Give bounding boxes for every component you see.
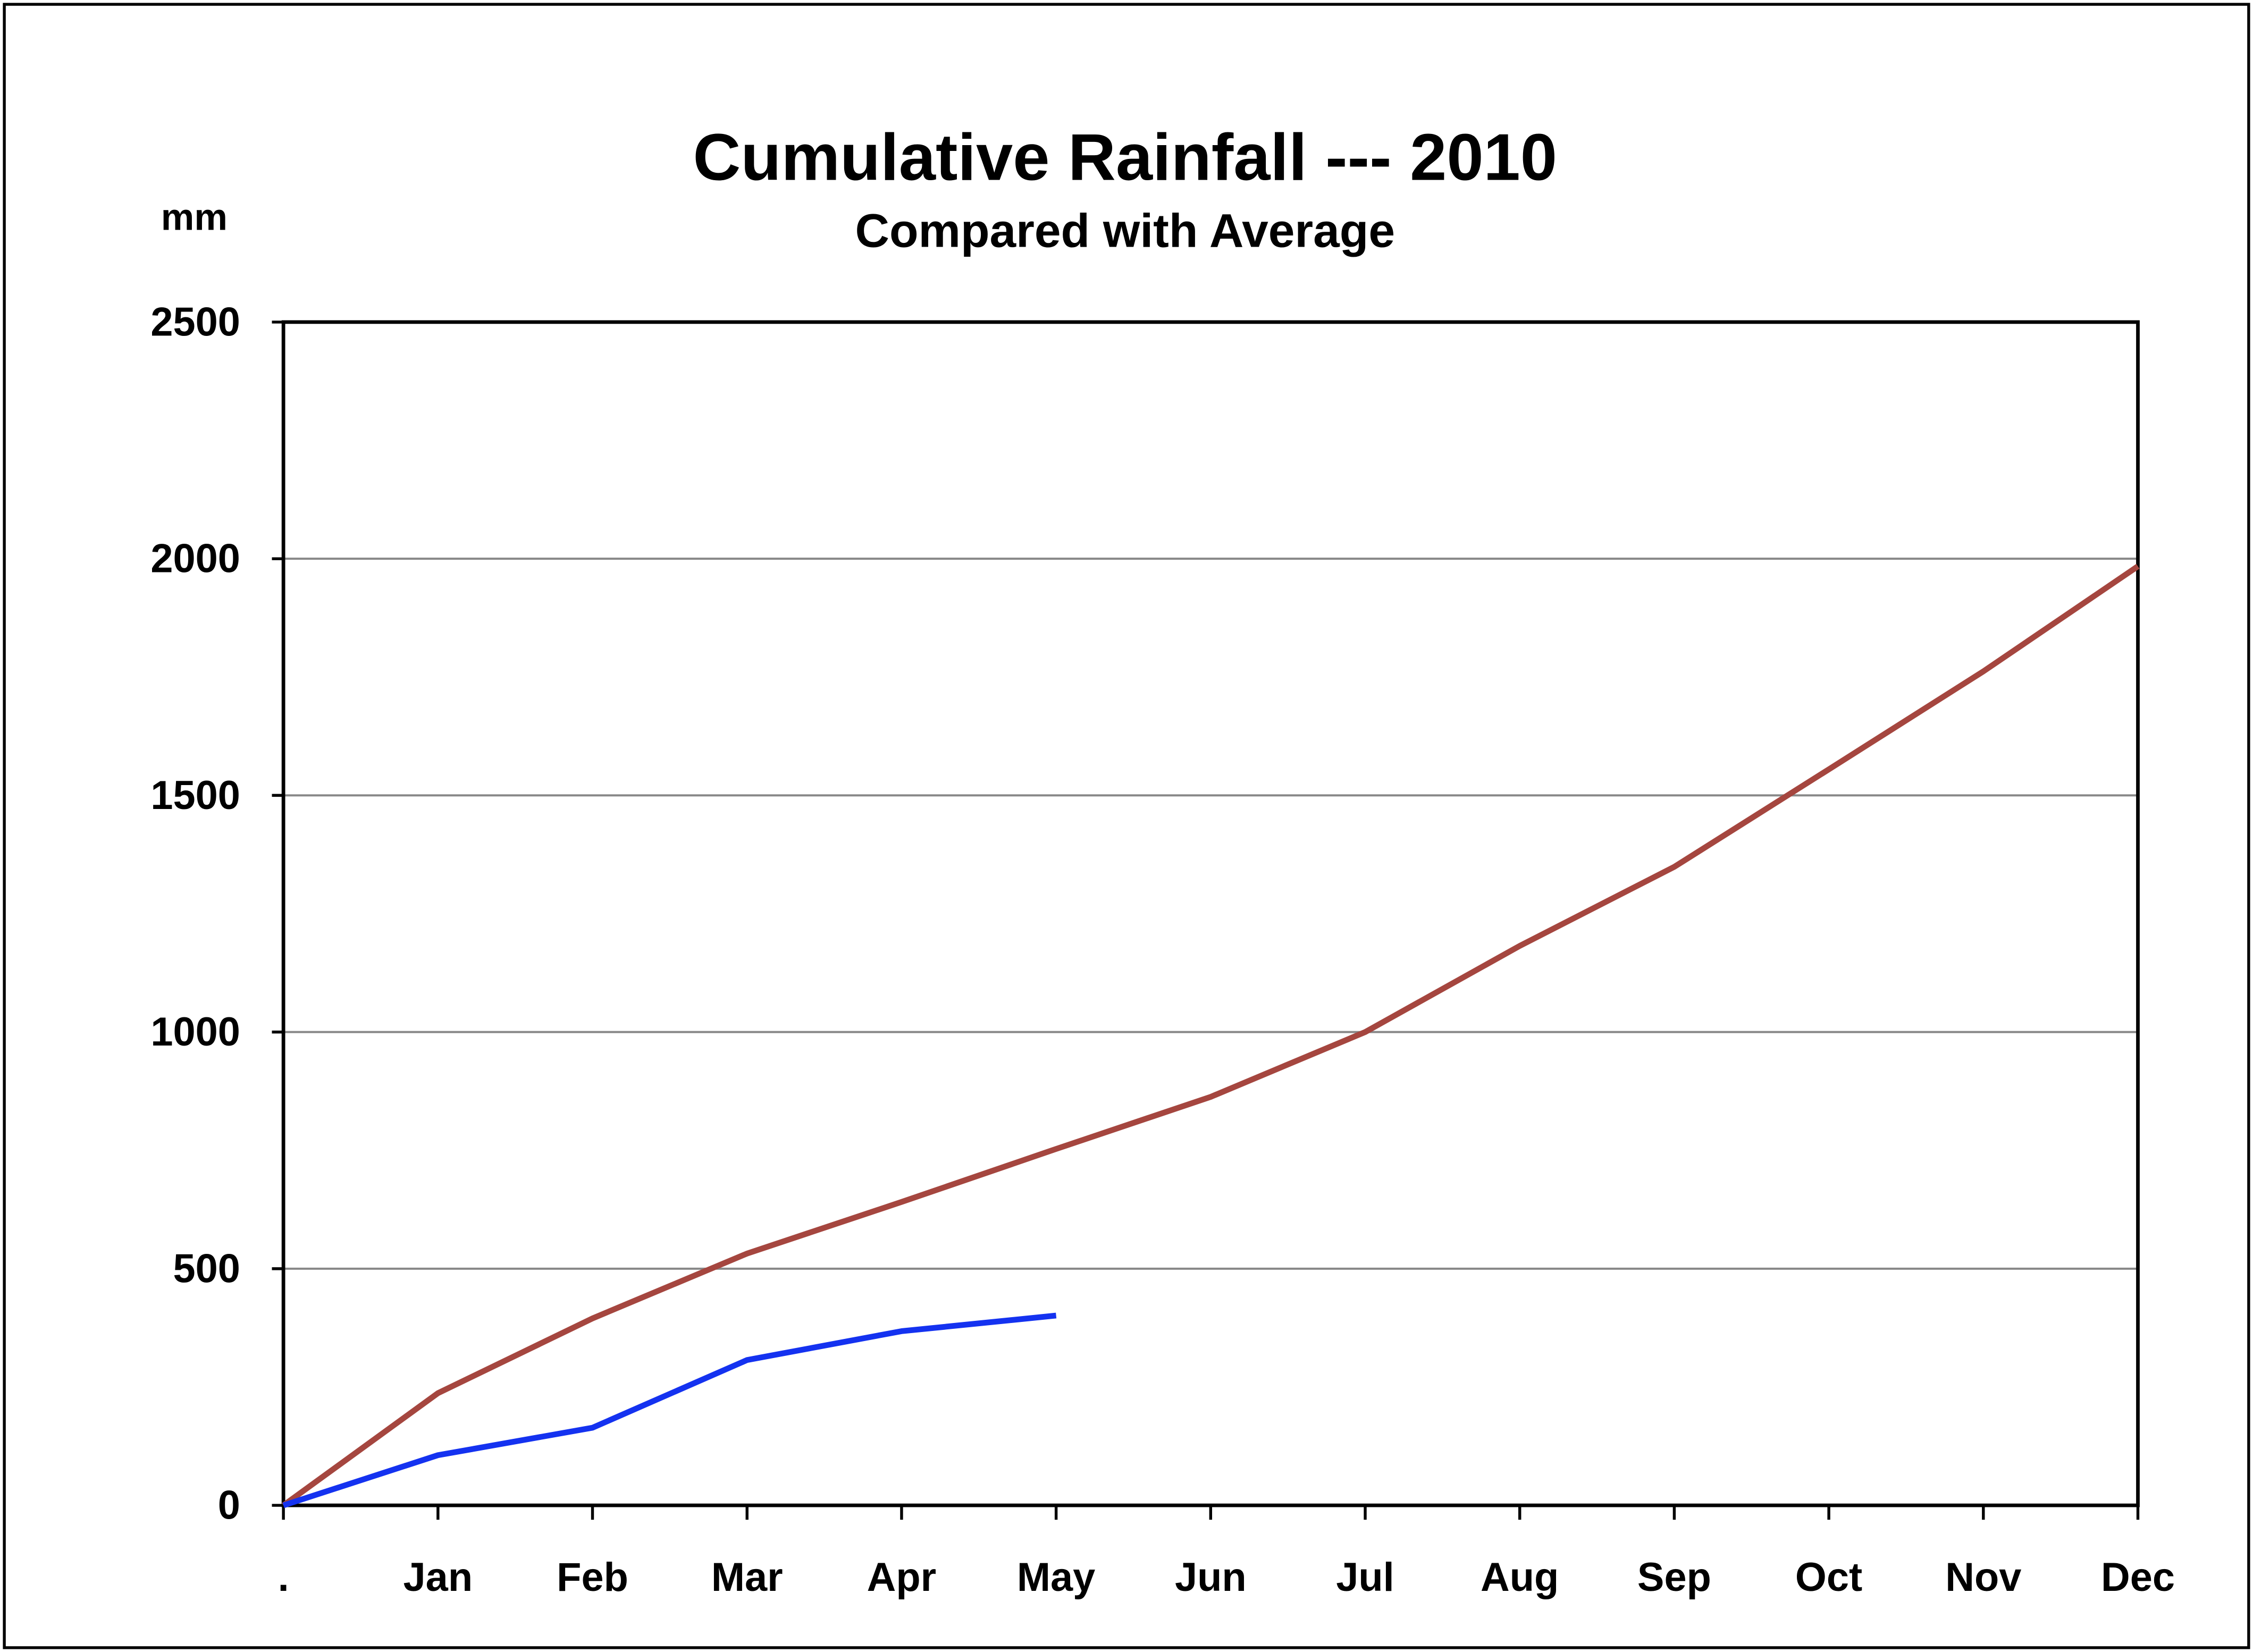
x-tick-label: Aug <box>1481 1555 1559 1600</box>
y-tick-label: 1000 <box>150 1009 240 1055</box>
x-tick-label: Jul <box>1336 1555 1394 1600</box>
x-tick-label: . <box>278 1555 289 1600</box>
x-tick-label: Oct <box>1795 1555 1862 1600</box>
y-tick-label: 0 <box>218 1483 240 1528</box>
y-tick-label: 500 <box>173 1246 240 1291</box>
x-tick-label: Sep <box>1637 1555 1711 1600</box>
chart-title: Cumulative Rainfall --- 2010 <box>693 121 1557 195</box>
line-series <box>282 1312 1057 1508</box>
y-axis-label: mm <box>161 196 228 238</box>
x-tick-label: Mar <box>711 1555 783 1600</box>
x-tick-label: Dec <box>2101 1555 2175 1600</box>
chart-subtitle: Compared with Average <box>855 204 1395 257</box>
x-tick-label: Jan <box>403 1555 473 1600</box>
y-tick-label: 2500 <box>150 299 240 344</box>
chart-border <box>3 3 2250 1649</box>
y-tick-label: 1500 <box>150 773 240 818</box>
line-series <box>281 563 2140 1508</box>
x-tick-label: Nov <box>1945 1555 2021 1600</box>
y-tick-label: 2000 <box>150 536 240 581</box>
x-tick-label: Jun <box>1175 1555 1247 1600</box>
x-tick-label: Feb <box>557 1555 628 1600</box>
x-tick-label: Apr <box>867 1555 937 1600</box>
x-tick-label: May <box>1017 1555 1095 1600</box>
